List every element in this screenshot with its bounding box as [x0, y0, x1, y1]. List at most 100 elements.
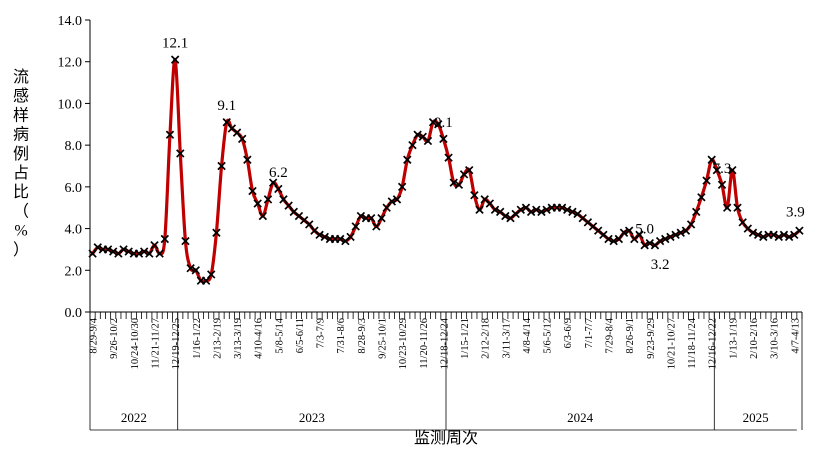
data-point-stroke	[139, 247, 149, 256]
data-point	[702, 176, 711, 185]
x-axis-label: 监测周次	[414, 429, 478, 447]
data-point-stroke	[784, 232, 794, 242]
data-point-stroke	[289, 207, 298, 217]
data-point	[733, 203, 742, 212]
data-point	[413, 130, 422, 139]
x-tick-label: 11/20-11/26	[419, 318, 430, 369]
data-point-stroke	[645, 238, 654, 248]
data-point-stroke	[232, 128, 242, 137]
data-point	[542, 205, 551, 215]
data-point	[248, 186, 257, 196]
data-point-stroke	[594, 226, 603, 235]
data-point-stroke	[392, 195, 402, 204]
data-point	[759, 232, 768, 242]
series-influenza-like-illness	[88, 55, 804, 285]
data-point	[449, 178, 458, 187]
data-point-stroke	[160, 234, 170, 244]
data-point	[661, 234, 670, 244]
y-axis-label-char: 样	[13, 106, 29, 124]
y-axis-label-char: （	[13, 202, 29, 220]
data-point	[475, 205, 484, 215]
data-point-stroke	[537, 207, 546, 217]
data-point-stroke	[697, 193, 706, 202]
data-point-stroke	[253, 199, 262, 208]
data-point-stroke	[413, 130, 422, 139]
data-point	[692, 207, 701, 217]
data-point	[139, 247, 149, 256]
data-point-stroke	[666, 232, 675, 242]
data-point-stroke	[774, 232, 783, 242]
data-point-stroke	[490, 205, 500, 215]
data-point	[134, 249, 144, 258]
data-point-stroke	[212, 228, 221, 237]
data-point-stroke	[145, 249, 154, 258]
data-point-stroke	[284, 201, 293, 210]
data-point-stroke	[109, 247, 118, 256]
y-axis-label-char: 比	[13, 183, 29, 201]
y-axis-label-char: 流	[13, 68, 29, 86]
data-point-stroke	[578, 213, 587, 223]
data-point	[645, 238, 654, 248]
data-point-stroke	[191, 266, 200, 275]
data-point-stroke	[439, 134, 448, 144]
x-tick-label: 3/11-3/17	[501, 318, 512, 358]
data-point-stroke	[686, 220, 696, 229]
data-point	[124, 247, 133, 256]
x-tick-label: 10/21-10/27	[666, 318, 677, 369]
data-point	[155, 249, 164, 258]
data-point-stroke	[465, 165, 474, 175]
data-point-stroke	[542, 205, 551, 215]
x-tick-label: 2/10-2/16	[749, 318, 760, 359]
data-point	[490, 205, 500, 215]
y-axis: 0.0 2.0 4.0 6.0 8.0 10.0 12.0 14.0	[58, 14, 91, 321]
data-point-stroke	[279, 195, 288, 204]
data-label: 6.2	[269, 165, 288, 181]
y-axis-label-char: 占	[13, 164, 29, 182]
data-point-stroke	[738, 218, 747, 227]
data-point	[748, 228, 758, 237]
data-point	[563, 205, 572, 215]
data-point	[784, 232, 794, 242]
data-point-stroke	[268, 178, 278, 187]
y-tick-label: 10.0	[58, 97, 83, 112]
data-point-stroke	[743, 224, 753, 233]
data-point-stroke	[516, 205, 526, 215]
data-point	[315, 230, 324, 240]
year-label: 2025	[743, 410, 769, 425]
x-tick-label: 1/13-1/19	[728, 318, 739, 359]
data-point-stroke	[150, 241, 159, 250]
data-point	[93, 243, 102, 252]
data-point-stroke	[624, 226, 634, 235]
data-point-stroke	[676, 228, 685, 237]
data-point-stroke	[248, 186, 257, 196]
data-point-stroke	[655, 236, 665, 246]
data-point	[428, 117, 438, 127]
data-point	[165, 130, 175, 139]
data-point-stroke	[258, 211, 268, 221]
data-point-stroke	[124, 247, 133, 256]
data-point-stroke	[274, 184, 283, 194]
data-point	[619, 228, 629, 237]
data-point-stroke	[310, 226, 319, 235]
data-point-stroke	[423, 136, 433, 146]
data-point-stroke	[336, 234, 345, 244]
data-point	[263, 195, 273, 204]
data-point-stroke	[495, 207, 505, 217]
data-point	[635, 230, 644, 240]
data-point-stroke	[366, 213, 376, 223]
data-point	[717, 180, 727, 189]
x-tick-label: 7/3-7/9	[316, 318, 327, 348]
y-tick-label: 0.0	[65, 306, 83, 321]
data-point-stroke	[532, 205, 541, 215]
data-point	[176, 149, 185, 158]
data-point-stroke	[485, 199, 495, 208]
data-point	[403, 155, 412, 164]
data-point-stroke	[170, 55, 180, 64]
data-point-stroke	[733, 203, 742, 212]
data-point-stroke	[176, 149, 185, 158]
data-point-stroke	[227, 124, 237, 133]
data-point-stroke	[583, 218, 593, 227]
data-point	[728, 165, 737, 175]
data-point-stroke	[470, 190, 479, 200]
